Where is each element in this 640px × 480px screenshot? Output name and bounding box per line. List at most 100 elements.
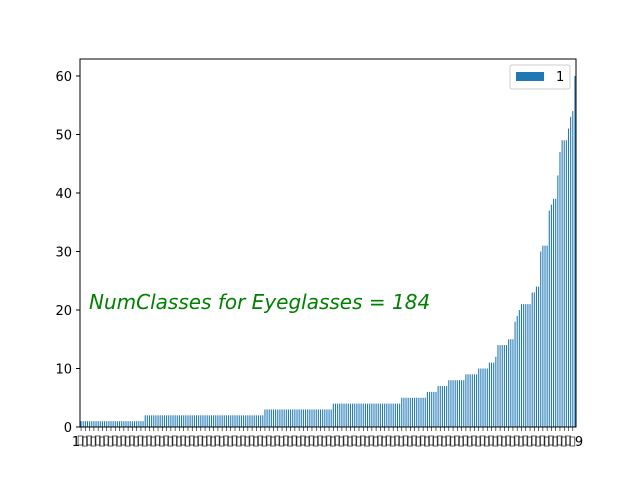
x-tick-label-overlap <box>509 436 516 447</box>
bar <box>467 374 469 427</box>
x-tick-label-overlap <box>513 435 520 446</box>
bar <box>484 368 486 427</box>
bar <box>270 409 272 427</box>
bar <box>116 421 118 427</box>
bar <box>146 415 148 427</box>
x-tick-label-overlap <box>359 435 366 446</box>
x-tick-label-overlap <box>218 436 225 447</box>
x-tick-label-overlap <box>565 435 571 446</box>
x-tick-label-overlap <box>522 435 529 446</box>
bar <box>108 421 110 427</box>
bar <box>168 415 170 427</box>
bar <box>401 397 403 427</box>
x-tick-label-overlap <box>483 436 490 447</box>
bar <box>343 403 345 427</box>
x-tick-label-overlap <box>372 436 379 447</box>
x-tick-label-overlap <box>129 435 135 446</box>
bar <box>221 415 223 427</box>
x-tick-label-overlap <box>111 435 118 446</box>
y-tick-label: 40 <box>55 187 72 202</box>
x-tick-label-overlap <box>137 435 144 446</box>
x-tick-label-last: 9 <box>575 435 583 450</box>
bar <box>104 421 106 427</box>
bar <box>523 304 525 427</box>
bar <box>266 409 268 427</box>
x-tick-label-overlap <box>535 436 541 447</box>
bar <box>114 421 116 427</box>
bar <box>437 386 439 427</box>
bar <box>533 292 535 427</box>
bar <box>407 397 409 427</box>
x-tick-label-overlap <box>81 436 88 447</box>
bar <box>328 409 330 427</box>
bar <box>422 397 424 427</box>
bar <box>559 152 561 427</box>
x-tick-label-overlap <box>77 435 84 446</box>
legend-swatch <box>516 72 544 81</box>
x-tick-label-overlap <box>394 435 400 446</box>
bar <box>129 421 131 427</box>
bar <box>499 345 501 427</box>
bar <box>529 304 531 427</box>
x-tick-label-overlap <box>552 436 559 447</box>
bar <box>148 415 151 427</box>
x-tick-label-overlap <box>188 435 195 446</box>
bar <box>512 339 514 427</box>
x-tick-label-overlap <box>180 435 187 446</box>
x-tick-label-overlap <box>141 436 148 447</box>
x-tick-label-overlap <box>496 435 503 446</box>
x-tick-label-overlap <box>385 435 392 446</box>
bar <box>463 380 465 427</box>
bar <box>257 415 260 427</box>
x-tick-label-overlap <box>453 435 460 446</box>
bar <box>213 415 215 427</box>
x-tick-label-overlap <box>291 435 298 446</box>
bar <box>480 368 482 427</box>
bar <box>341 403 343 427</box>
x-tick-label-overlap <box>381 436 388 447</box>
bar <box>300 409 302 427</box>
bar <box>461 380 463 427</box>
bar <box>319 409 322 427</box>
bar <box>488 362 490 427</box>
x-tick-label-overlap <box>99 436 105 447</box>
bar <box>572 111 574 427</box>
bar <box>195 415 198 427</box>
bar <box>531 292 533 427</box>
bar <box>414 397 416 427</box>
bar <box>144 415 146 427</box>
bar <box>381 403 384 427</box>
bar <box>426 391 428 427</box>
x-tick-label-overlap <box>492 436 499 447</box>
bar <box>121 421 123 427</box>
bar <box>95 421 97 427</box>
x-tick-label-overlap <box>556 435 563 446</box>
bar <box>210 415 213 427</box>
x-tick-label-overlap <box>432 436 439 447</box>
bar <box>181 415 183 427</box>
bar <box>189 415 191 427</box>
x-tick-label-overlap <box>282 435 289 446</box>
bar <box>508 339 510 427</box>
bar <box>429 391 431 427</box>
x-tick-label-overlap <box>441 436 447 447</box>
bar <box>247 415 249 427</box>
x-tick-label-overlap <box>167 436 174 447</box>
bar <box>555 198 557 427</box>
x-tick-label-overlap <box>398 436 405 447</box>
bar <box>198 415 200 427</box>
y-tick-label: 10 <box>55 362 72 377</box>
y-axis: 0 10 20 30 40 50 60 <box>55 70 80 436</box>
bar <box>307 409 309 427</box>
bar <box>292 409 294 427</box>
bar <box>542 245 544 427</box>
bar <box>373 403 375 427</box>
bar <box>234 415 236 427</box>
x-tick-label-overlap <box>415 436 422 447</box>
x-tick-label-overlap <box>505 435 512 446</box>
bar <box>565 140 567 427</box>
bar <box>80 421 82 427</box>
x-tick-label-overlap <box>338 436 345 447</box>
bar <box>106 421 108 427</box>
x-tick-label-overlap <box>530 435 537 446</box>
